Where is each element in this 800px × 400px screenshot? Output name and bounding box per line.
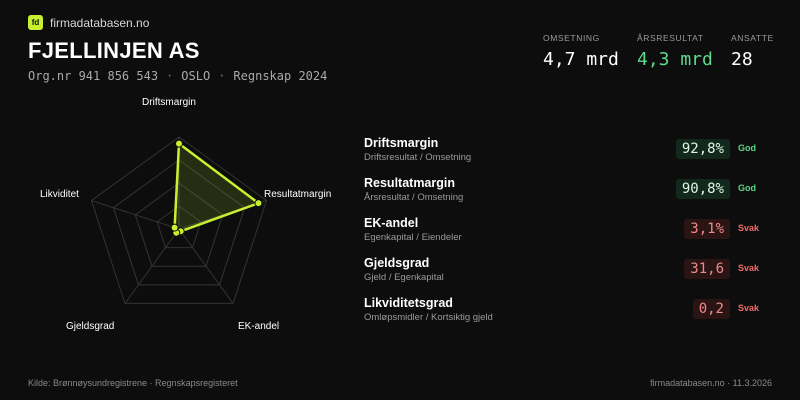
kpi-label: OMSETNING: [543, 33, 600, 43]
metric-name: EK-andel: [364, 216, 419, 230]
kpi-bar: OMSETNING 4,7 mrd ÅRSRESULTAT 4,3 mrd AN…: [0, 33, 800, 73]
radar-point-driftsmargin: [175, 139, 183, 148]
status-badge: God: [738, 143, 756, 153]
radar-score-polygon: [173, 142, 260, 234]
brand[interactable]: fd firmadatabasen.no: [28, 15, 149, 30]
metrics-list: Driftsmargin Driftsresultat / Omsetning …: [364, 136, 774, 336]
company-city: OSLO: [181, 69, 211, 83]
radar-chart: Driftsmargin Resultatmargin EK-andel Gje…: [40, 97, 331, 332]
status-badge: Svak: [738, 223, 760, 233]
radar-point-resultatmargin: [254, 199, 263, 208]
status-badge: God: [738, 183, 756, 193]
radar-grid-ring: [90, 136, 268, 304]
metric-value: 92,8%: [675, 139, 730, 159]
radar-shape: [170, 139, 263, 237]
metric-value: 0,2: [692, 299, 730, 319]
brand-name: firmadatabasen.no: [50, 15, 150, 30]
company-meta: Org.nr 941 856 543 · OSLO · Regnskap 202…: [28, 69, 327, 83]
metric-value: 31,6: [684, 259, 730, 279]
metric-formula: Årsresultat / Omsetning: [364, 192, 464, 203]
status-badge: Svak: [738, 263, 760, 273]
metric-formula: Omløpsmidler / Kortsiktig gjeld: [364, 312, 493, 323]
radar-label-gjeldsgrad: Gjeldsgrad: [66, 321, 114, 332]
status-badge: Svak: [738, 303, 760, 313]
radar-grid-ring: [134, 182, 224, 267]
metric-name: Driftsmargin: [364, 136, 439, 150]
radar-label-likviditet: Likviditet: [40, 189, 79, 200]
accounts-year: Regnskap 2024: [233, 69, 328, 83]
footer-site-date: firmadatabasen.no · 11.3.2026: [650, 378, 772, 388]
kpi-employees: ANSATTE 28: [731, 33, 774, 70]
footer-source: Kilde: Brønnøysundregistrene · Regnskaps…: [28, 378, 238, 388]
metric-value: 90,8%: [675, 179, 730, 199]
kpi-value: 4,7 mrd: [543, 49, 619, 70]
brand-logo-icon: fd: [28, 15, 43, 30]
radar-grid-ring: [112, 159, 246, 286]
kpi-label: ÅRSRESULTAT: [637, 33, 704, 43]
radar-label-driftsmargin: Driftsmargin: [142, 97, 196, 108]
metric-row-resultatmargin: Resultatmargin Årsresultat / Omsetning 9…: [364, 176, 774, 216]
company-name: FJELLINJEN AS: [28, 38, 200, 63]
radar-axis-line: [124, 228, 180, 304]
meta-separator: ·: [218, 69, 226, 83]
radar-axis-line: [91, 200, 180, 230]
metric-row-likviditetsgrad: Likviditetsgrad Omløpsmidler / Kortsikti…: [364, 296, 774, 336]
metric-value: 3,1%: [684, 219, 730, 239]
metric-row-driftsmargin: Driftsmargin Driftsresultat / Omsetning …: [364, 136, 774, 176]
kpi-value: 28: [731, 49, 753, 70]
radar-grid-ring: [156, 205, 202, 249]
metric-name: Gjeldsgrad: [364, 256, 430, 270]
kpi-value: 4,3 mrd: [637, 49, 713, 70]
meta-separator: ·: [166, 69, 174, 83]
metric-row-ek-andel: EK-andel Egenkapital / Eiendeler 3,1% Sv…: [364, 216, 774, 256]
metric-formula: Driftsresultat / Omsetning: [364, 152, 472, 163]
kpi-result: ÅRSRESULTAT 4,3 mrd: [637, 33, 713, 70]
kpi-label: ANSATTE: [731, 33, 774, 43]
radar-label-resultatmargin: Resultatmargin: [264, 189, 331, 200]
kpi-revenue: OMSETNING 4,7 mrd: [543, 33, 619, 70]
radar-labels: Driftsmargin Resultatmargin EK-andel Gje…: [40, 97, 331, 332]
metric-name: Likviditetsgrad: [364, 296, 453, 310]
metric-formula: Egenkapital / Eiendeler: [364, 232, 462, 243]
radar-label-ek-andel: EK-andel: [238, 321, 279, 332]
metric-row-gjeldsgrad: Gjeldsgrad Gjeld / Egenkapital 31,6 Svak: [364, 256, 774, 296]
radar-point-likviditet: [170, 223, 179, 232]
org-number: Org.nr 941 856 543: [28, 69, 159, 83]
metric-name: Resultatmargin: [364, 176, 455, 190]
metric-formula: Gjeld / Egenkapital: [364, 272, 444, 283]
radar-axis-line: [178, 228, 234, 304]
